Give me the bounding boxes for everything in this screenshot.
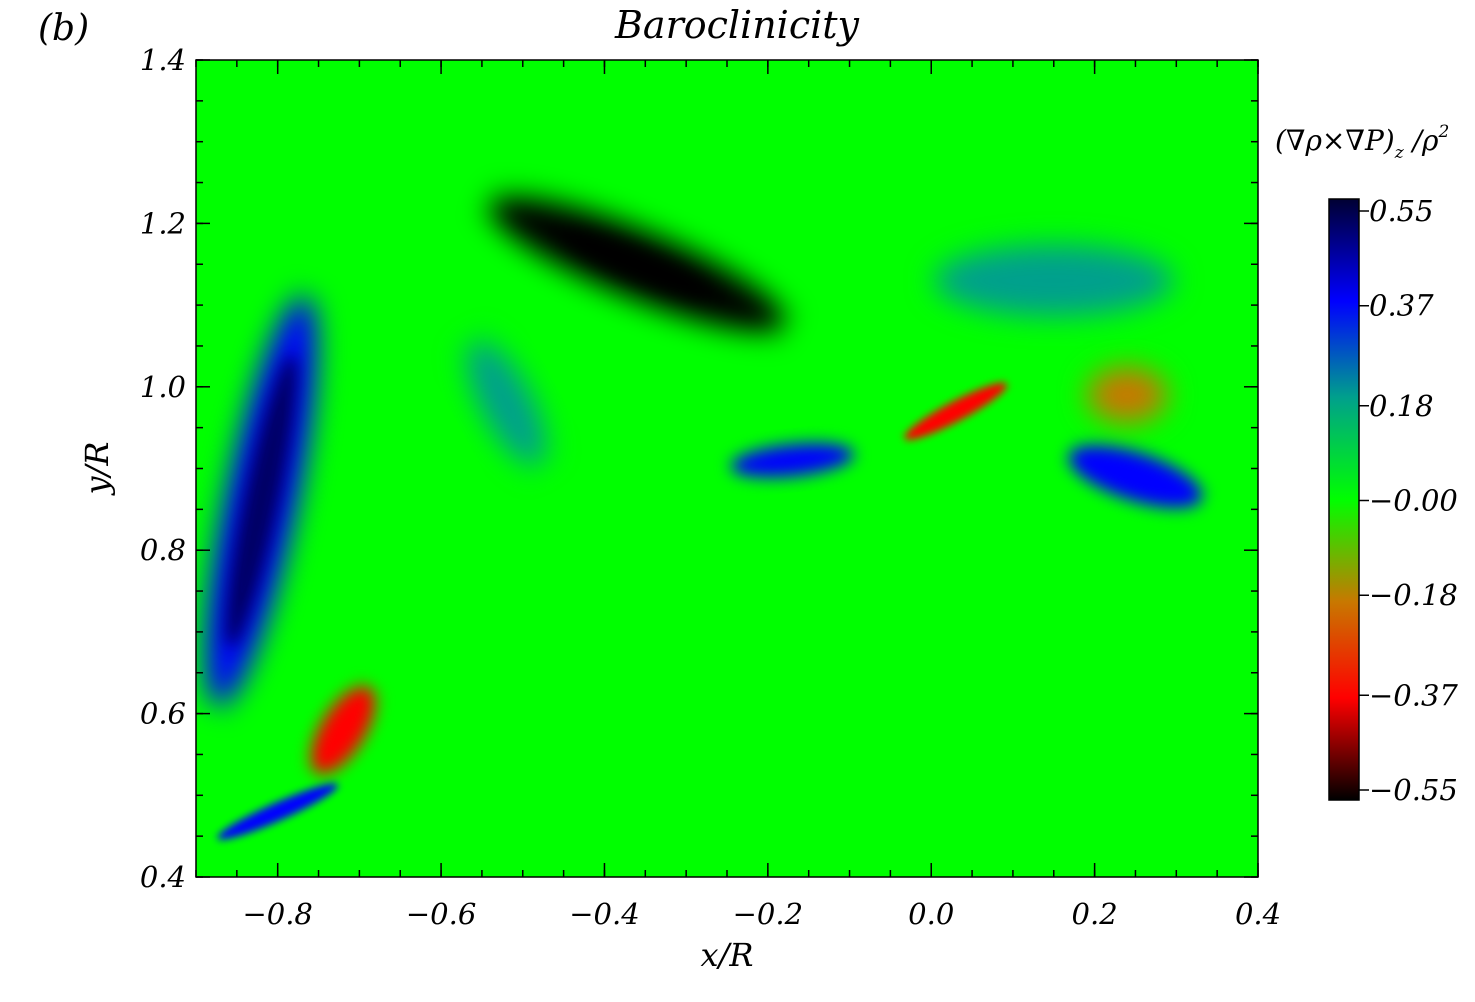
colorbar-tick-label: 0.18: [1369, 389, 1434, 423]
colorbar-tick-label: −0.18: [1369, 578, 1458, 612]
field-feature-mid-teal-patch: [466, 340, 547, 467]
colorbar-ticks: 0.55 0.37 0.18 −0.00 −0.18 −0.37 −0.55: [1359, 194, 1458, 807]
field-feature-right-blue-blob: [1068, 445, 1203, 509]
colorbar-tick-label: 0.37: [1369, 289, 1434, 323]
field-feature-body: [730, 443, 855, 478]
colorbar-title-subscript: z: [1394, 143, 1405, 163]
field-feature-right-brown-patch: [1087, 366, 1168, 423]
field-feature-center-blue-blob: [730, 443, 855, 478]
colorbar-tick-label: −0.00: [1369, 484, 1458, 518]
x-tick-label: −0.2: [733, 897, 803, 931]
y-tick-label: 0.6: [140, 697, 186, 731]
x-tick-label: 0.0: [908, 897, 954, 931]
field-feature-lower-red-blob: [310, 685, 376, 774]
x-axis: −0.8 −0.6 −0.4 −0.2 0.0 0.2 0.4: [195, 60, 1281, 931]
field-feature-body: [217, 783, 339, 840]
field-feature-body: [1068, 445, 1203, 509]
panel-label: (b): [38, 8, 89, 49]
field-feature-center-red-streak: [904, 382, 1008, 440]
colorbar: [1328, 198, 1360, 801]
y-tick-label: 1.4: [140, 43, 186, 77]
colorbar-tick-label: −0.55: [1369, 773, 1458, 807]
heatmap-field: [196, 60, 1258, 877]
x-tick-label: 0.2: [1072, 897, 1118, 931]
field-feature-body: [310, 685, 376, 774]
colorbar-tick-label: −0.37: [1369, 678, 1458, 712]
y-axis-label: y/R: [78, 442, 116, 497]
field-feature-body: [904, 382, 1008, 440]
field-feature-left-blue-arc: [205, 295, 318, 707]
colorbar-tick-label: 0.55: [1369, 194, 1434, 228]
y-tick-label: 1.2: [140, 206, 186, 240]
x-tick-label: 0.4: [1235, 897, 1281, 931]
colorbar-title-superscript: 2: [1437, 122, 1449, 142]
y-tick-label: 1.0: [140, 370, 186, 404]
field-feature-body: [933, 244, 1174, 317]
field-feature-bottom-blue-streak: [217, 783, 339, 840]
field-feature-upper-red-arc: [488, 196, 787, 332]
colorbar-title-main: (∇ρ×∇P): [1275, 124, 1395, 157]
field-feature-upper-right-teal: [933, 244, 1174, 317]
y-tick-label: 0.4: [140, 860, 186, 894]
y-tick-label: 0.8: [140, 533, 186, 567]
chart-title: Baroclinicity: [614, 3, 860, 47]
x-tick-label: −0.4: [569, 897, 639, 931]
field-feature-core: [225, 354, 298, 648]
field-feature-body: [1087, 366, 1168, 423]
colorbar-title-tail: /ρ: [1404, 124, 1439, 157]
x-axis-label: x/R: [701, 936, 754, 974]
colorbar-title: (∇ρ×∇P)z /ρ2: [1275, 122, 1449, 163]
x-tick-label: −0.6: [406, 897, 476, 931]
field-feature-body: [466, 340, 547, 467]
x-tick-label: −0.8: [242, 897, 312, 931]
field-feature-core: [562, 231, 712, 297]
y-axis: 0.4 0.6 0.8 1.0 1.2 1.4: [140, 43, 1258, 894]
